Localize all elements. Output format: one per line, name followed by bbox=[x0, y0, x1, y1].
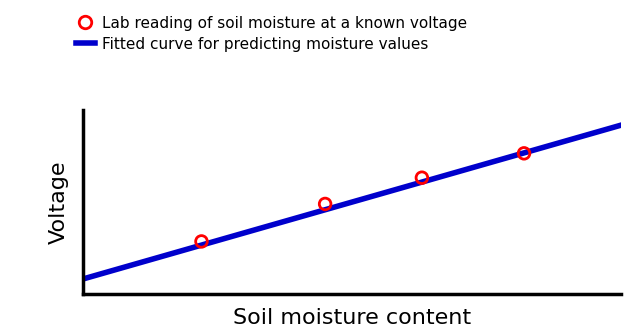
Legend: Lab reading of soil moisture at a known voltage, Fitted curve for predicting moi: Lab reading of soil moisture at a known … bbox=[72, 11, 472, 56]
Point bbox=[519, 151, 529, 156]
Point bbox=[417, 175, 427, 180]
Y-axis label: Voltage: Voltage bbox=[49, 160, 69, 244]
Point bbox=[196, 239, 207, 244]
X-axis label: Soil moisture content: Soil moisture content bbox=[233, 308, 471, 328]
Point bbox=[320, 201, 330, 207]
